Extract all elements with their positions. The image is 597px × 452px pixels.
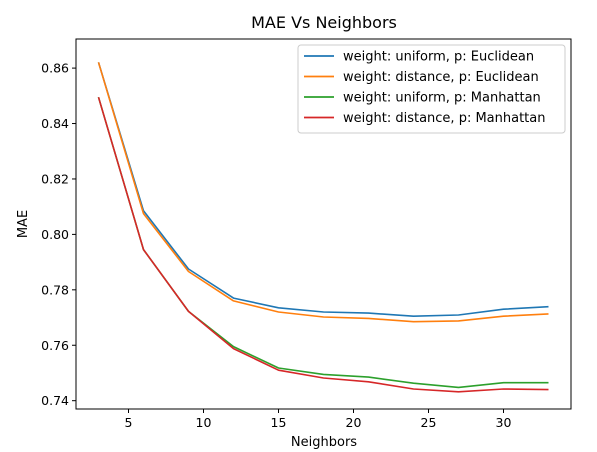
legend-label-2: weight: distance, p: Euclidean — [343, 70, 539, 85]
series-line-2 — [97, 62, 549, 323]
y-tick-label: 0.80 — [41, 227, 69, 242]
x-tick-label: 5 — [125, 415, 133, 430]
x-axis-label: Neighbors — [291, 435, 357, 450]
x-tick-label: 15 — [271, 415, 287, 430]
y-axis-label: MAE — [16, 210, 31, 238]
y-tick-label: 0.82 — [41, 171, 69, 186]
y-tick-label: 0.86 — [41, 61, 69, 76]
x-tick-label: 20 — [346, 415, 362, 430]
series-line-1 — [97, 62, 549, 318]
legend-box — [297, 44, 566, 134]
legend-label-4: weight: distance, p: Manhattan — [343, 111, 545, 126]
legend-label-1: weight: uniform, p: Euclidean — [343, 50, 534, 65]
chart-title: MAE Vs Neighbors — [251, 13, 397, 32]
plot-lines — [97, 62, 549, 393]
y-tick-label: 0.76 — [41, 338, 69, 353]
x-tick-label: 30 — [496, 415, 512, 430]
y-tick-label: 0.84 — [41, 116, 69, 131]
plot-frame — [75, 38, 572, 410]
x-tick-label: 25 — [421, 415, 437, 430]
legend-label-3: weight: uniform, p: Manhattan — [343, 91, 541, 106]
x-tick-label: 10 — [196, 415, 212, 430]
y-axis-ticks: 0.74 0.76 0.78 0.80 0.82 0.84 0.86 — [41, 61, 76, 408]
legend: weight: uniform, p: Euclidean weight: dis… — [297, 44, 566, 134]
x-axis-ticks: 5 10 15 20 25 30 — [125, 409, 512, 430]
y-tick-label: 0.78 — [41, 282, 69, 297]
series-line-4 — [97, 96, 549, 393]
y-tick-label: 0.74 — [41, 393, 69, 408]
